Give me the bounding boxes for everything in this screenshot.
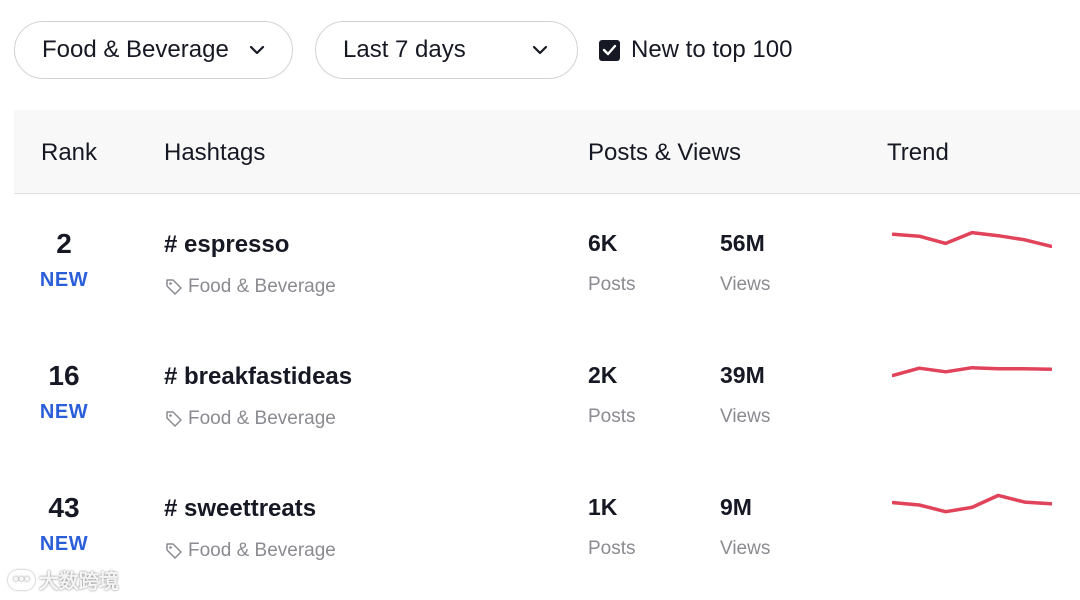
hashtag-link[interactable]: # breakfastideas [164,363,353,390]
new-badge: NEW [39,269,89,291]
views-count: 9M [720,494,752,520]
table-header: Rank Hashtags Posts & Views Trend [14,110,1080,194]
tag-icon [166,411,182,427]
tag-icon [166,279,182,295]
posts-label: Posts [588,274,636,295]
table-row[interactable]: 43 NEW # sweettreats Food & Beverage 1K … [0,460,1080,592]
new-badge: NEW [39,401,89,423]
industry-dropdown[interactable]: Food & Beverage [14,21,293,79]
posts-label: Posts [588,538,636,559]
tag-icon [166,543,182,559]
chevron-down-icon [248,44,266,56]
rank-number: 16 [48,360,80,391]
column-header-rank: Rank [41,139,98,166]
category-label: Food & Beverage [165,276,336,298]
category-text: Food & Beverage [188,408,336,429]
trend-sparkline [892,365,1052,378]
views-count: 56M [720,230,765,256]
column-header-hashtags: Hashtags [164,139,266,166]
new-badge: NEW [39,533,89,555]
posts-count: 2K [588,362,618,388]
posts-count: 1K [588,494,618,520]
rank-number: 43 [48,492,80,523]
column-header-posts-views: Posts & Views [588,139,741,166]
watermark-text: 大数跨境 [38,571,119,593]
hashtag-link[interactable]: # espresso [164,231,290,258]
period-dropdown-label: Last 7 days [343,36,466,63]
posts-count: 6K [588,230,618,256]
chevron-down-icon [531,44,549,56]
views-count: 39M [720,362,765,388]
industry-dropdown-label: Food & Beverage [42,36,229,63]
trend-sparkline [892,493,1052,514]
views-label: Views [720,538,771,559]
category-label: Food & Beverage [165,408,336,430]
trend-line [892,493,1052,514]
trend-line [892,230,1052,249]
views-label: Views [720,406,771,427]
filter-bar: Food & Beverage Last 7 days New to top 1… [14,21,792,79]
period-dropdown[interactable]: Last 7 days [315,21,578,79]
watermark: ••• 大数跨境 [8,565,119,594]
table-row[interactable]: 2 NEW # espresso Food & Beverage 6K Post… [0,196,1080,328]
posts-label: Posts [588,406,636,427]
category-text: Food & Beverage [188,540,336,561]
new-to-top-label: New to top 100 [631,36,793,63]
rank-number: 2 [56,228,72,259]
category-label: Food & Beverage [165,540,336,562]
table-row[interactable]: 16 NEW # breakfastideas Food & Beverage … [0,328,1080,460]
watermark-logo-icon: ••• [8,569,35,590]
views-label: Views [720,274,771,295]
column-header-trend: Trend [887,139,949,166]
trend-sparkline [892,230,1052,249]
check-icon[interactable] [599,39,620,61]
category-text: Food & Beverage [188,276,336,297]
trend-line [892,365,1052,378]
hashtag-link[interactable]: # sweettreats [164,495,317,522]
new-to-top-checkbox[interactable]: New to top 100 [599,36,792,64]
